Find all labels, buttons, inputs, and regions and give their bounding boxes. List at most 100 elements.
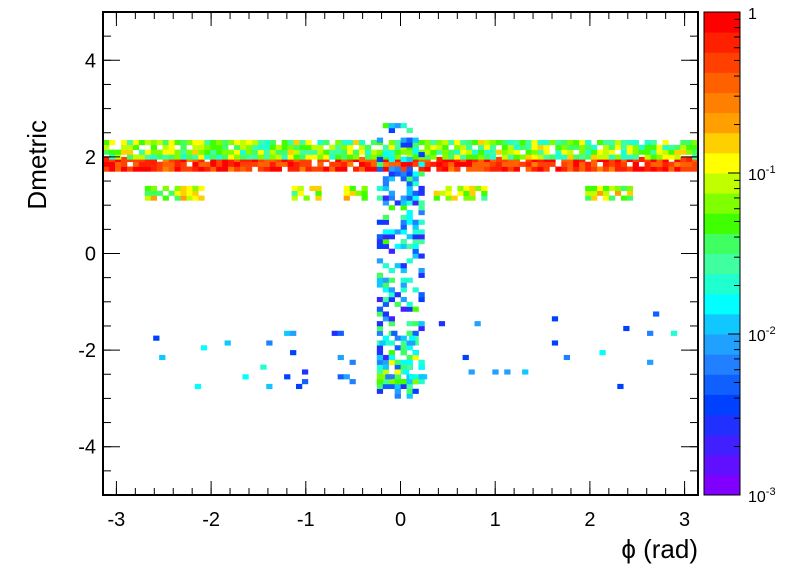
heatmap-cell xyxy=(686,139,693,146)
colorbar-segment xyxy=(704,293,740,315)
heatmap-cell xyxy=(287,166,294,172)
heatmap-cell xyxy=(670,330,678,336)
heatmap-cell xyxy=(525,139,532,146)
heatmap-cell xyxy=(652,311,660,317)
heatmap-cell xyxy=(412,190,419,196)
heatmap-cell xyxy=(472,166,479,172)
heatmap-cell xyxy=(406,354,413,361)
heatmap-cell xyxy=(406,321,413,327)
heatmap-cells xyxy=(103,123,699,399)
heatmap-cell xyxy=(412,374,419,380)
heatmap-cell xyxy=(436,156,443,163)
heatmap-cell xyxy=(376,311,384,317)
heatmap-cell xyxy=(382,181,390,187)
heatmap-cell xyxy=(150,149,158,155)
heatmap-cell xyxy=(297,190,304,196)
heatmap-cell xyxy=(495,149,503,155)
heatmap-cell xyxy=(614,154,622,160)
heatmap-cell xyxy=(668,144,675,150)
heatmap-cell xyxy=(263,161,271,167)
heatmap-cell xyxy=(138,154,146,160)
heatmap-cell xyxy=(543,154,550,160)
heatmap-cell xyxy=(573,166,580,172)
heatmap-cell xyxy=(245,139,253,146)
heatmap-cell xyxy=(525,154,532,160)
heatmap-cell xyxy=(364,161,372,167)
heatmap-cell xyxy=(400,123,407,129)
heatmap-cell xyxy=(293,166,300,172)
heatmap-cell xyxy=(144,195,152,201)
heatmap-cell xyxy=(650,144,657,150)
heatmap-cell xyxy=(406,137,413,143)
colorbar-tick-label: 1 xyxy=(748,6,757,23)
heatmap-cell xyxy=(311,144,318,150)
heatmap-cell xyxy=(418,166,425,172)
heatmap-cell xyxy=(388,195,395,201)
heatmap-cell xyxy=(299,139,306,146)
heatmap-cell xyxy=(198,139,205,146)
heatmap-cell xyxy=(400,296,407,303)
heatmap-cell xyxy=(448,161,455,167)
heatmap-cell xyxy=(376,354,384,361)
heatmap-cell xyxy=(662,144,669,150)
colorbar-segment xyxy=(704,32,740,53)
heatmap-cell xyxy=(608,154,616,160)
heatmap-cell xyxy=(433,190,440,196)
heatmap-cell xyxy=(617,383,624,390)
heatmap-cell xyxy=(216,149,223,155)
heatmap-cell xyxy=(457,185,464,192)
heatmap-cell xyxy=(376,383,384,390)
heatmap-cell xyxy=(472,139,479,146)
heatmap-cell xyxy=(620,166,628,172)
heatmap-cell xyxy=(210,166,217,172)
heatmap-cell xyxy=(382,301,390,307)
heatmap-cell xyxy=(400,176,407,182)
heatmap-cell xyxy=(355,190,362,196)
heatmap-cell xyxy=(680,144,687,150)
heatmap-cell xyxy=(644,166,651,172)
heatmap-cell xyxy=(460,154,467,160)
heatmap-cell xyxy=(451,195,458,201)
heatmap-cell xyxy=(400,200,407,206)
heatmap-cell xyxy=(585,185,592,192)
heatmap-cell xyxy=(228,161,235,167)
heatmap-cell xyxy=(519,154,526,160)
heatmap-cell xyxy=(585,190,592,196)
heatmap-cell xyxy=(303,195,310,201)
heatmap-cell xyxy=(563,354,570,361)
heatmap-cell xyxy=(335,139,342,146)
colorbar-segment xyxy=(704,92,740,114)
heatmap-cell xyxy=(216,144,223,150)
plot-background xyxy=(103,12,698,495)
heatmap-cell xyxy=(305,149,312,155)
heatmap-cell xyxy=(335,144,342,150)
heatmap-cell xyxy=(686,156,693,163)
heatmap-cell xyxy=(400,149,407,155)
heatmap-cell xyxy=(507,166,515,172)
heatmap-cell xyxy=(644,154,651,160)
heatmap-cell xyxy=(370,161,378,167)
heatmap-cell xyxy=(591,161,598,167)
heatmap-cell xyxy=(305,166,312,172)
heatmap-cell xyxy=(585,166,592,172)
heatmap-cell xyxy=(291,195,298,201)
heatmap-cell xyxy=(394,139,401,146)
heatmap-cell xyxy=(394,149,401,155)
heatmap-cell xyxy=(478,144,485,150)
heatmap-cell xyxy=(204,139,211,146)
heatmap-cell xyxy=(585,144,592,150)
heatmap-cell xyxy=(156,154,163,160)
x-tick-label: -3 xyxy=(108,509,126,531)
heatmap-cell xyxy=(198,161,205,167)
heatmap-cell xyxy=(591,190,598,196)
heatmap-cell xyxy=(585,161,592,167)
heatmap-cell xyxy=(623,325,630,332)
heatmap-cell xyxy=(291,190,298,196)
heatmap-cell xyxy=(614,144,622,150)
heatmap-cell xyxy=(382,282,390,288)
heatmap-cell xyxy=(240,139,247,146)
heatmap-cell xyxy=(400,156,407,163)
heatmap-cell xyxy=(192,161,199,167)
heatmap-cell xyxy=(406,306,413,312)
heatmap-cell xyxy=(409,374,416,380)
